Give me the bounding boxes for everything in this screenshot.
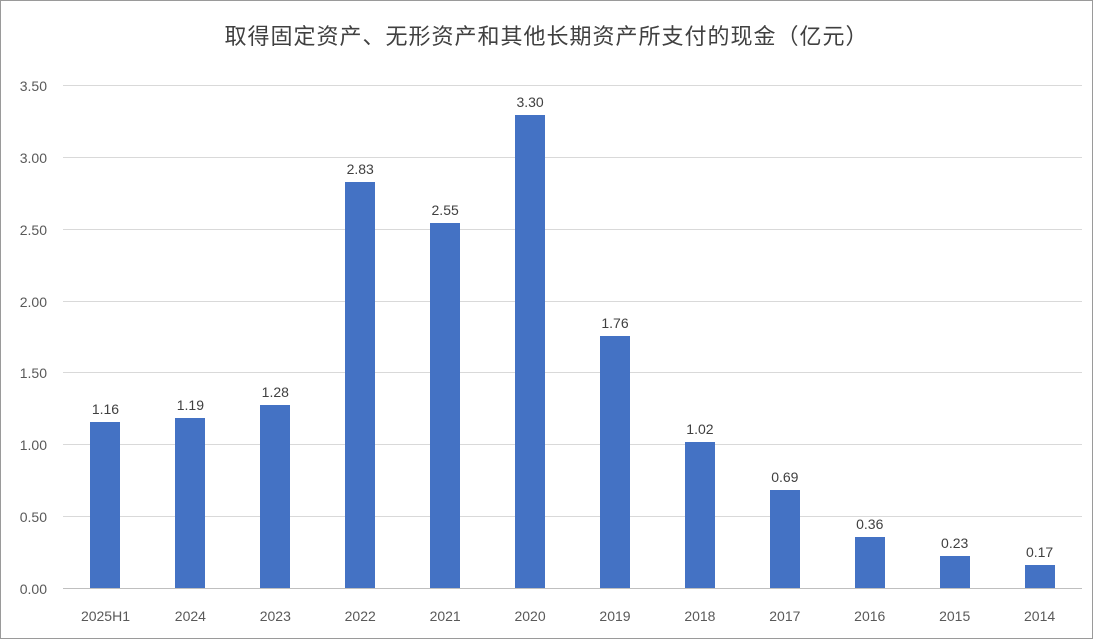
bar-value-label: 0.23: [941, 534, 969, 551]
y-axis-tick-label: 3.50: [19, 78, 47, 94]
x-axis-category-label: 2017: [769, 608, 801, 624]
bar: [260, 405, 291, 589]
gridline: [63, 372, 1082, 374]
bar: [599, 336, 630, 589]
x-axis-category-label: 2021: [429, 608, 461, 624]
gridline: [63, 300, 1082, 302]
bar-cell: 0.23: [912, 86, 997, 589]
gridline: [63, 156, 1082, 158]
gridline: [63, 85, 1082, 86]
y-axis-tick-label: 2.00: [19, 293, 47, 310]
x-axis-line: [63, 588, 1082, 589]
bar-cell: 1.19: [148, 86, 233, 589]
bar-value-label: 0.17: [1025, 543, 1054, 560]
bar: [515, 114, 546, 589]
bar-cell: 1.28: [233, 86, 318, 589]
y-axis-tick-label: 1.00: [19, 437, 47, 454]
bar-cell: 0.36: [827, 86, 912, 589]
bar-cell: 2.55: [403, 86, 488, 589]
chart-title: 取得固定资产、无形资产和其他长期资产所支付的现金（亿元）: [224, 24, 869, 49]
bar: [175, 417, 206, 589]
bar: [90, 422, 121, 589]
bar: [854, 537, 885, 589]
plot-area: 1.16 1.19 1.28 2.83 2.55 3.30 1.76 1.02 0.69 0.36…: [63, 85, 1082, 589]
y-axis: 0.00 0.50 1.00 1.50 2.00 2.50 3.00 3.50: [1, 78, 53, 597]
x-axis-category-label: 2023: [259, 608, 291, 624]
x-axis: 2025H1 2024 2023 2022 2021 2020 2019 2018 2017 20…: [63, 608, 1082, 624]
bar-cell: 1.16: [63, 86, 148, 589]
bar-value-label: 2.83: [346, 161, 374, 178]
bar-cell: 2.83: [318, 86, 403, 589]
bar-cell: 0.17: [997, 86, 1082, 589]
y-axis-tick-label: 3.00: [19, 149, 47, 166]
bar: [939, 555, 970, 589]
x-axis-category-label: 2022: [344, 608, 376, 624]
bar-value-label: 0.69: [771, 468, 799, 485]
y-axis-tick-label: 0.50: [19, 509, 47, 526]
x-axis-category-label: 2020: [514, 608, 546, 624]
x-axis-category-label: 2014: [1024, 608, 1056, 624]
bar-cell: 1.02: [657, 86, 742, 589]
gridline: [63, 228, 1082, 230]
bar: [1024, 564, 1055, 589]
bar: [345, 182, 376, 589]
bar-cell: 1.76: [573, 86, 658, 589]
bar-value-label: 1.02: [686, 421, 714, 438]
bar-cell: 3.30: [488, 86, 573, 589]
x-axis-category-label: 2024: [174, 608, 206, 624]
y-axis-tick-label: 2.50: [19, 221, 47, 238]
bar-value-label: 2.55: [431, 201, 459, 218]
y-axis-tick-label: 1.50: [19, 365, 47, 382]
bar: [430, 222, 461, 589]
x-axis-category-label: 2016: [854, 608, 886, 624]
y-axis-tick-label: 0.00: [19, 581, 47, 597]
bar-value-label: 0.36: [856, 516, 884, 533]
bar-value-label: 1.19: [176, 396, 204, 413]
x-axis-category-label: 2019: [599, 608, 631, 624]
bars-row: 1.16 1.19 1.28 2.83 2.55 3.30 1.76 1.02 0.69 0.36…: [63, 86, 1082, 589]
bar-value-label: 1.16: [91, 401, 120, 418]
gridline: [63, 516, 1082, 518]
x-axis-category-label: 2025H1: [80, 608, 130, 624]
bar-cell: 0.69: [742, 86, 827, 589]
bar-value-label: 1.76: [601, 315, 629, 332]
gridline: [63, 444, 1082, 446]
x-axis-category-label: 2018: [684, 608, 716, 624]
bar-value-label: 1.28: [261, 384, 289, 401]
bar-value-label: 3.30: [516, 93, 544, 110]
bar: [684, 442, 715, 589]
x-axis-category-label: 2015: [939, 608, 971, 624]
bar: [769, 489, 800, 589]
